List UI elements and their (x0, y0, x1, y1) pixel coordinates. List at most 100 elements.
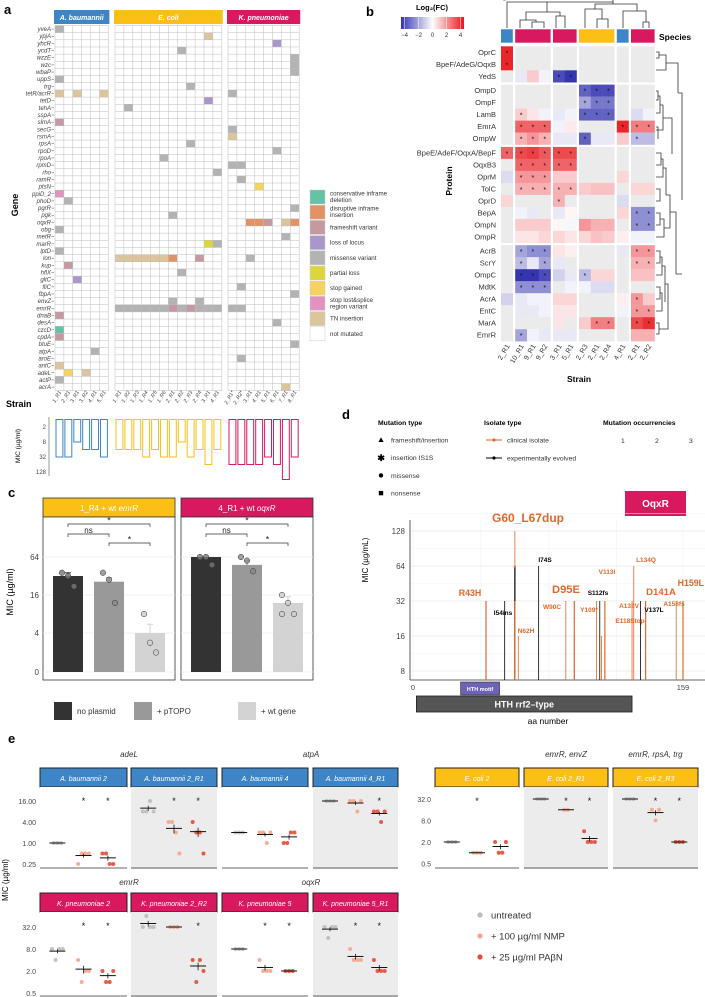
heatmap-cell (538, 108, 551, 121)
heatmap-cell (590, 96, 603, 109)
significance-star: * (196, 921, 200, 931)
heatmap-strain-label: 4_R1 (613, 343, 627, 361)
heatmap-cell (553, 329, 565, 342)
gene-label: metR (37, 235, 52, 241)
mutation-cell (245, 254, 255, 262)
significance-star: * (569, 163, 572, 170)
heatmap-cell (515, 70, 528, 83)
heatmap-cell (564, 96, 577, 109)
replicate-point (202, 553, 210, 561)
gene-group-label: oqxR (302, 878, 321, 887)
heatmap-cell (579, 120, 591, 133)
replicate-point (358, 958, 363, 962)
significance-star: * (82, 921, 86, 931)
gene-label: btuE (39, 342, 52, 348)
y-tick-label: 0.5 (26, 991, 36, 997)
replicate-point (371, 958, 376, 962)
heatmap-cell (515, 96, 528, 109)
replicate-point (194, 980, 199, 984)
mutation-label: L134Q (636, 557, 656, 564)
heatmap-cell (590, 182, 603, 196)
hth-domain (415, 695, 633, 713)
heatmap-cell (527, 182, 539, 196)
heatmap-cell (579, 206, 591, 220)
mutation-label: V137L (644, 607, 663, 614)
heatmap-cell (602, 58, 615, 71)
protein-label: BepA (478, 208, 496, 217)
heatmap-cell (538, 46, 551, 59)
replicate-point (249, 568, 257, 575)
strain-label: 3_R1 (69, 390, 81, 404)
heatmap-cell (631, 58, 643, 71)
species-bar-cell (515, 29, 528, 43)
replicate-point (140, 809, 145, 814)
mutation-cell (195, 254, 204, 262)
replicate-point (86, 851, 91, 856)
replicate-point (79, 980, 84, 984)
gene-label: emrR (36, 306, 51, 312)
heatmap-cell (564, 132, 577, 145)
gene-label: ppiD_2 (31, 192, 52, 198)
replicate-point (177, 851, 182, 856)
gene-label: dnaB (37, 313, 51, 319)
facet-title: A. baumannii 2 (59, 776, 107, 783)
mutation-cell (55, 247, 64, 255)
heatmap-cell (553, 182, 565, 196)
heatmap-cell (631, 218, 643, 232)
strain-label: 5_R1 (96, 390, 108, 404)
replicate-point (375, 969, 380, 973)
significance-star: * (532, 273, 535, 280)
heatmap-cell (564, 329, 577, 342)
heatmap-cell (642, 257, 655, 270)
replicate-point (83, 851, 88, 856)
heatmap-cell (515, 230, 528, 244)
heatmap-cell (616, 158, 629, 172)
gene-label: lon (43, 256, 52, 262)
significance-star: * (543, 273, 546, 280)
strain-label: 4_R1 (210, 390, 222, 404)
heatmap-cell (564, 170, 577, 184)
heatmap-cell (579, 218, 591, 232)
bar (273, 602, 303, 672)
mic-bar (228, 419, 237, 465)
heatmap-cell (579, 96, 591, 109)
heatmap-cell (602, 182, 615, 196)
mutation-label: N62H (518, 628, 535, 635)
y-tick-label: 16.00 (18, 799, 36, 806)
mutation-cell (63, 369, 73, 377)
legend-swatch (238, 702, 256, 720)
heatmap-cell (538, 120, 551, 133)
heatmap-cell (564, 230, 577, 244)
heatmap-cell (590, 194, 603, 208)
heatmap-cell (631, 257, 643, 270)
panel-d-y-axis-label: MIC (µg/mL) (361, 537, 370, 582)
mutation-cell (204, 32, 213, 40)
facet-title: K. pneumoniae 5_R1 (323, 901, 389, 908)
replicate-point (100, 851, 105, 856)
heatmap-cell (501, 182, 513, 196)
replicate-point (170, 820, 175, 824)
mutation-cell (168, 254, 178, 262)
significance-label: * (128, 535, 132, 545)
significance-star: * (636, 211, 639, 218)
gene-label: sspA (38, 113, 51, 119)
heatmap-cell (602, 329, 615, 342)
mic-bar (64, 419, 73, 458)
heatmap-cell (515, 170, 528, 184)
heatmap-cell (515, 281, 528, 294)
mutation-cell (168, 297, 178, 305)
gene-label: ramR (36, 177, 51, 183)
heatmap-cell (642, 269, 655, 282)
heatmap-cell (616, 84, 629, 97)
significance-star: * (647, 223, 650, 230)
replicate-point (76, 862, 81, 866)
heatmap-cell (501, 120, 513, 133)
significance-star: * (354, 921, 358, 931)
legend-label: partial loss (330, 270, 360, 277)
heatmap-cell (579, 230, 591, 244)
replicate-point (107, 862, 112, 866)
mic-bar (290, 419, 299, 458)
gene-label: hflX (41, 271, 52, 277)
gene-label: oqxR (37, 220, 52, 226)
replicate-point (355, 958, 360, 962)
